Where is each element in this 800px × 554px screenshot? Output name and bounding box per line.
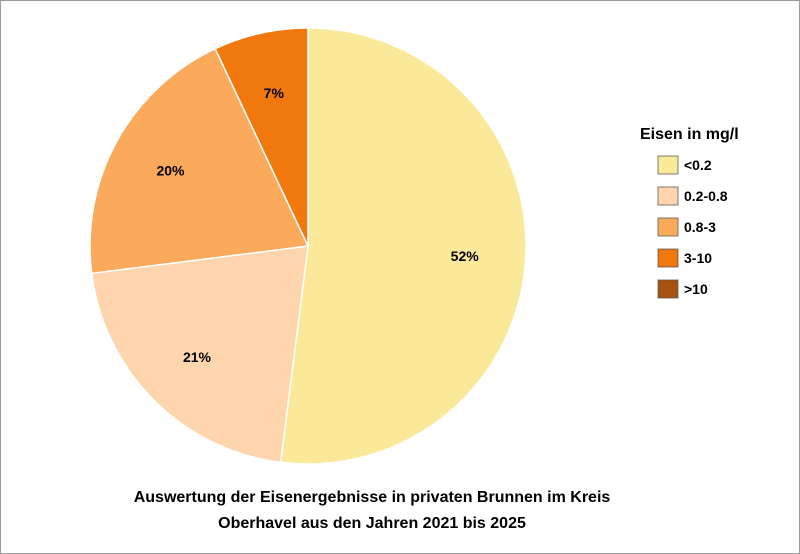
legend-3-10-label: 3-10	[684, 250, 712, 266]
legend-0-2-0-8-swatch	[657, 186, 679, 206]
pie-slices	[89, 27, 527, 465]
chart-title-line-2: Oberhavel aus den Jahren 2021 bis 2025	[218, 515, 526, 532]
chart-title: Auswertung der Eisenergebnisse in privat…	[134, 489, 611, 532]
slice-0-2-label: 52%	[451, 248, 480, 264]
slice-0-2-0-8	[90, 245, 309, 464]
pie-data-labels: 52% 21% 20% 7%	[156, 85, 479, 365]
legend-0-8-3-swatch	[657, 217, 679, 237]
legend-0-2-swatch	[657, 155, 679, 175]
chart-title-line-1: Auswertung der Eisenergebnisse in privat…	[134, 489, 611, 506]
slice-0-8-3-label: 20%	[156, 162, 185, 178]
legend-title: Eisen in mg/l	[640, 126, 739, 143]
legend-0-2-label: <0.2	[684, 157, 712, 173]
legend-0-8-3-label: 0.8-3	[684, 219, 716, 235]
legend: Eisen in mg/l <0.2 0.2-0.8 0.8-3 3-10 >10	[640, 126, 739, 299]
slice-0-2-0-8-label: 21%	[183, 349, 212, 365]
legend-10-swatch	[657, 279, 679, 299]
slice-3-10	[214, 27, 309, 247]
slice-0-8-3	[89, 47, 310, 275]
slice-3-10-label: 7%	[264, 85, 285, 101]
legend-3-10-swatch	[657, 248, 679, 268]
legend-10-label: >10	[684, 281, 708, 297]
slice-0-2	[279, 27, 527, 465]
legend-0-2-0-8-label: 0.2-0.8	[684, 188, 728, 204]
